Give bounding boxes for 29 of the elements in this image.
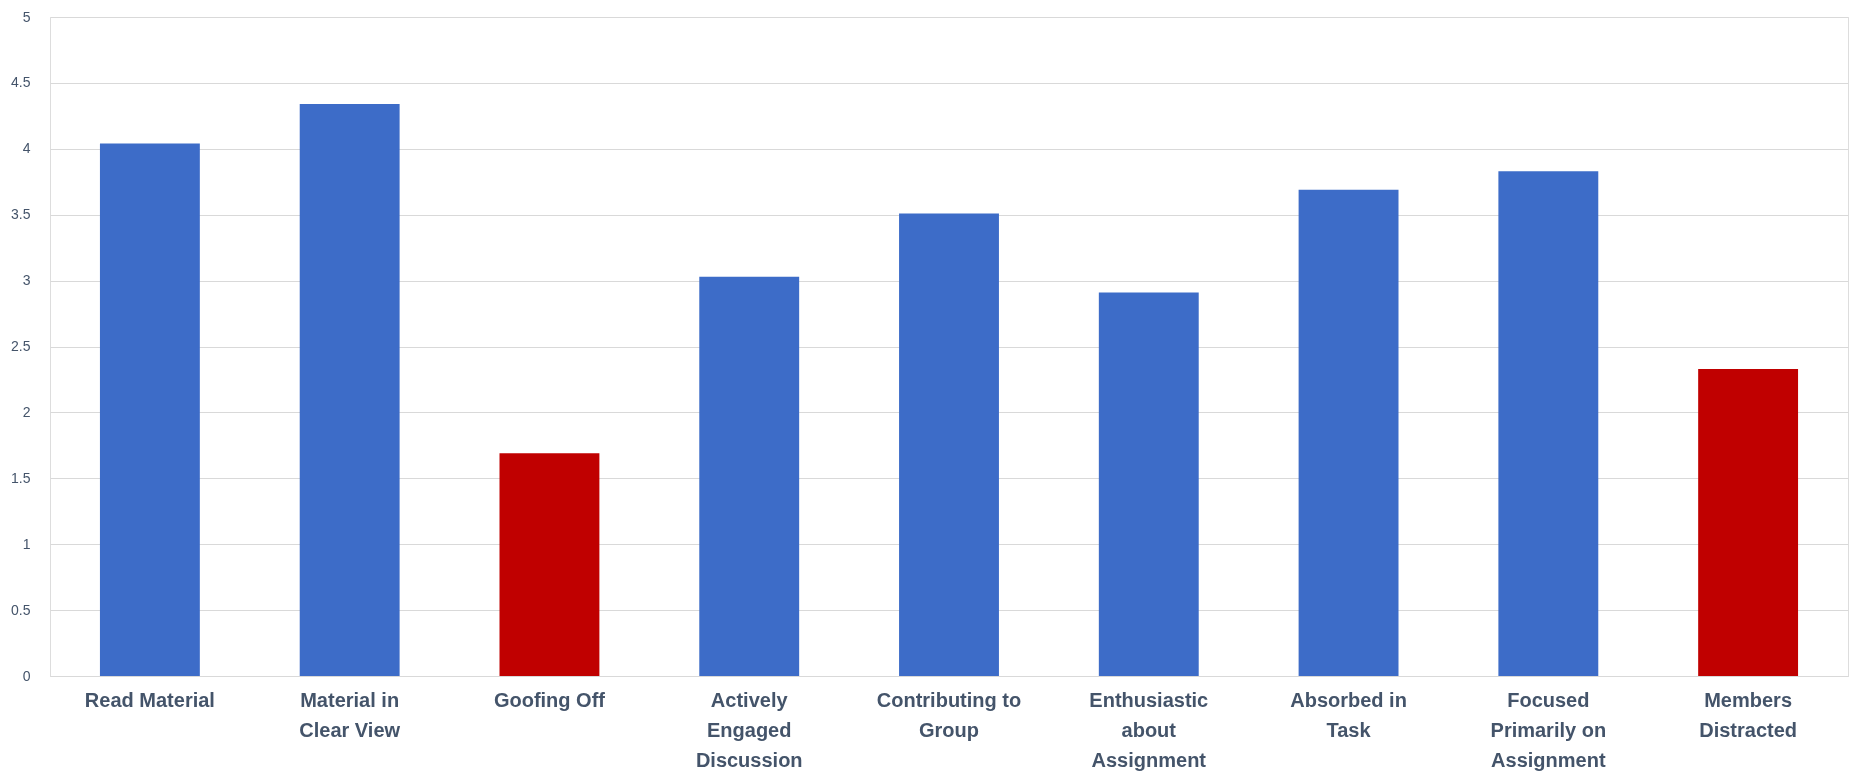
y-tick-label: 1 (22, 535, 31, 552)
y-tick-label: 0.5 (11, 601, 31, 618)
y-tick-label: 3.5 (11, 206, 31, 223)
bar (499, 453, 600, 676)
x-tick-label: Enthusiastic about Assignment (1089, 688, 1209, 771)
bar (1098, 292, 1199, 676)
bar (899, 213, 999, 676)
bar (299, 103, 400, 676)
bar (1298, 189, 1399, 676)
y-tick-label: 0 (22, 667, 31, 684)
x-tick-label: Contributing to Group (876, 688, 1022, 741)
bar (1698, 368, 1799, 676)
x-tick-label: Members Distracted (1699, 688, 1798, 741)
y-tick-label: 4 (22, 140, 31, 157)
bar (99, 143, 200, 676)
x-tick-label: Material in Clear View (299, 688, 401, 741)
y-tick-label: 2 (22, 403, 31, 420)
y-tick-label: 1.5 (11, 469, 31, 486)
y-tick-label: 2.5 (11, 338, 31, 354)
bar (1498, 171, 1599, 676)
y-tick-label: 3 (22, 272, 31, 289)
x-tick-label: Absorbed in Task (1290, 688, 1407, 741)
x-tick-label: Goofing Off (493, 688, 606, 711)
x-tick-label: Focused Primarily on Assignment (1490, 688, 1607, 771)
x-tick-label: Read Material (84, 688, 215, 711)
x-tick-label: Actively Engaged Discussion (695, 688, 803, 771)
y-tick-label: 5 (22, 8, 31, 25)
bar (699, 276, 800, 676)
y-tick-label: 4.5 (11, 74, 31, 91)
